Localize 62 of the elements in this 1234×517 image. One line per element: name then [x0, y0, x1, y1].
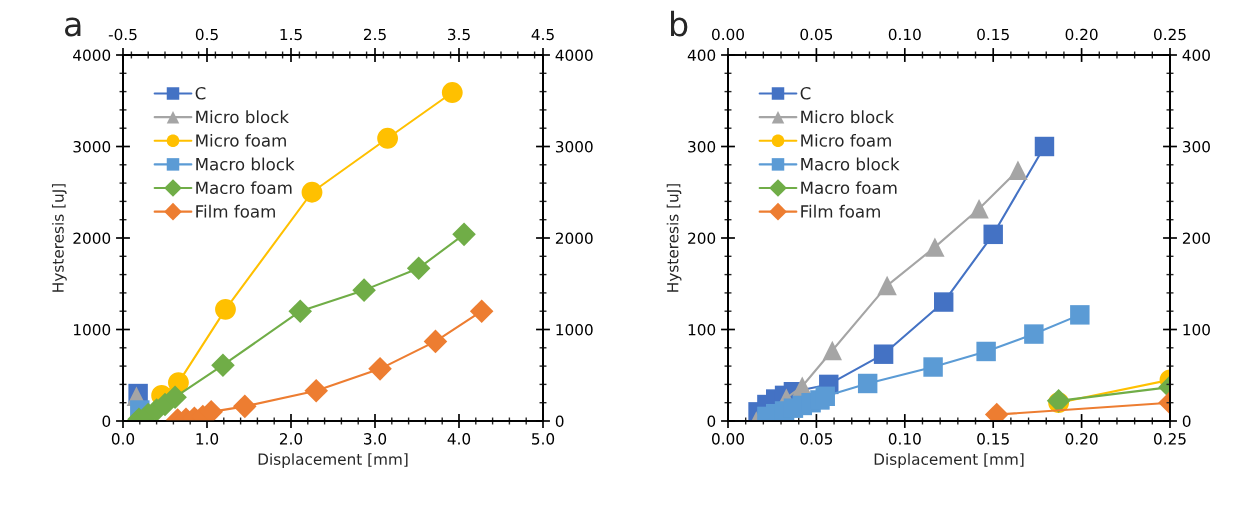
x2-tick-label: 0.15	[977, 28, 1009, 41]
chart-title: a	[65, 17, 81, 37]
x-tick-label: 0.20	[1065, 433, 1098, 445]
x2-tick-label: 0.20	[1065, 28, 1098, 41]
legend-label: Film foam	[801, 204, 880, 218]
x-tick-label: 0.10	[888, 433, 921, 445]
x-tick-label: 5.0	[532, 433, 555, 445]
y-tick-label: 300	[688, 140, 716, 153]
x-tick-label: 3.0	[364, 433, 387, 445]
x2-tick-label: 3.5	[448, 28, 470, 41]
y2-tick-label: 400	[1182, 49, 1210, 62]
x2-tick-label: 0.10	[888, 28, 921, 41]
y2-tick-label: 200	[1182, 232, 1210, 245]
x-axis-title: Displacement [mm]	[874, 453, 1024, 468]
x2-tick-label: 1.5	[280, 28, 302, 41]
y2-tick-label: 100	[1183, 323, 1210, 336]
y2-tick-label: 1000	[556, 323, 593, 336]
y-tick-label: 100	[688, 323, 716, 336]
x2-tick-label: 2.5	[363, 28, 386, 41]
legend-label: C	[800, 86, 811, 100]
x-tick-label: 0.25	[1154, 433, 1186, 445]
y-tick-label: 1000	[73, 323, 111, 336]
x-tick-label: 0.0	[111, 433, 135, 445]
x2-tick-label: -0.5	[108, 28, 137, 41]
x-tick-label: 0.00	[712, 433, 744, 445]
x-axis-title: Displacement [mm]	[258, 453, 408, 468]
legend-label: Macro block	[196, 157, 295, 171]
y-tick-label: 400	[687, 49, 716, 62]
x-tick-label: 1.0	[196, 433, 219, 445]
y-axis-title: Hysteresis [uJ]	[666, 184, 682, 292]
y-tick-label: 3000	[73, 140, 111, 153]
legend-label: Micro block	[196, 110, 289, 124]
x2-tick-label: 0.25	[1154, 28, 1186, 41]
y-tick-label: 2000	[73, 232, 111, 245]
legend-label: Film foam	[196, 204, 275, 218]
y2-tick-label: 0	[1182, 415, 1191, 428]
legend-label: Macro foam	[801, 181, 897, 195]
chart-title: b	[671, 10, 688, 37]
y2-tick-label: 4000	[555, 49, 593, 62]
legend-label: Macro block	[801, 157, 900, 171]
y2-tick-label: 0	[555, 415, 564, 428]
legend-label: Macro foam	[196, 181, 292, 195]
x2-tick-label: 4.5	[531, 28, 554, 41]
legend-label: Micro foam	[196, 133, 286, 147]
x-tick-label: 2.0	[279, 433, 303, 445]
x2-tick-label: 0.00	[712, 28, 744, 41]
legend-label: Micro foam	[801, 133, 891, 147]
y-tick-label: 200	[688, 232, 716, 245]
x-tick-label: 0.15	[977, 433, 1009, 445]
y-axis-title: Hysteresis [uJ]	[51, 184, 67, 292]
legend-label: Micro block	[801, 110, 894, 124]
y-tick-label: 0	[707, 415, 716, 428]
x-tick-label: 4.0	[447, 433, 471, 445]
x2-tick-label: 0.05	[800, 28, 833, 41]
y2-tick-label: 2000	[555, 232, 593, 245]
legend-label: C	[195, 86, 206, 100]
y2-tick-label: 3000	[555, 140, 593, 153]
y-tick-label: 0	[102, 415, 111, 428]
x2-tick-label: 0.5	[195, 28, 218, 41]
y2-tick-label: 300	[1182, 140, 1210, 153]
x-tick-label: 0.05	[800, 433, 833, 445]
y-tick-label: 4000	[73, 49, 111, 62]
